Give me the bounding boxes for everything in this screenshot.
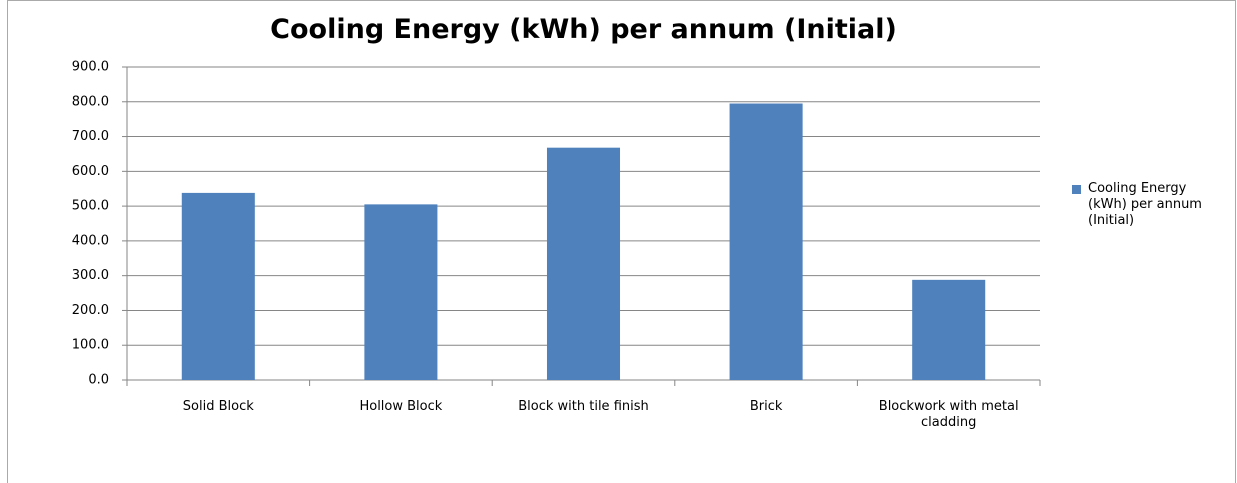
- legend-label: Cooling Energy (kWh) per annum (Initial): [1088, 181, 1202, 228]
- y-tick-label: 0.0: [88, 373, 109, 388]
- chart-border: [7, 0, 1236, 483]
- x-tick-label: Solid Block: [182, 399, 254, 414]
- bar: [181, 192, 255, 380]
- bar: [729, 103, 803, 381]
- y-tick-label: 200.0: [72, 303, 109, 318]
- bar: [364, 204, 438, 380]
- x-tick-label: Block with tile finish: [518, 399, 649, 414]
- y-tick-label: 800.0: [72, 94, 109, 109]
- bar: [912, 279, 986, 380]
- y-tick-label: 500.0: [72, 199, 109, 214]
- legend-swatch: [1072, 185, 1081, 194]
- y-tick-label: 900.0: [72, 60, 109, 75]
- y-tick-label: 700.0: [72, 129, 109, 144]
- y-tick-label: 300.0: [72, 268, 109, 283]
- y-tick-label: 600.0: [72, 164, 109, 179]
- y-tick-label: 400.0: [72, 233, 109, 248]
- y-tick-label: 100.0: [72, 338, 109, 353]
- x-tick-label: Brick: [749, 399, 783, 414]
- x-tick-label: Hollow Block: [359, 399, 443, 414]
- x-tick-label: Blockwork with metal cladding: [878, 399, 1019, 430]
- bar: [546, 147, 621, 380]
- chart-title: Cooling Energy (kWh) per annum (Initial): [270, 14, 897, 45]
